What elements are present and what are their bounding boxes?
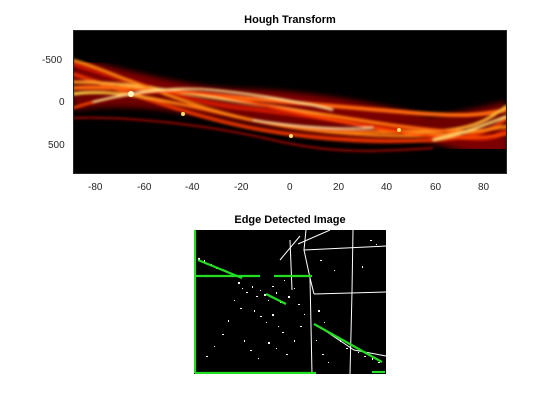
y-tick-label: -500: [42, 55, 63, 66]
x-tick-label: 0: [287, 182, 293, 193]
x-tick-label: -60: [137, 182, 152, 193]
x-tick-label: -80: [88, 182, 103, 193]
hough-accumulator: [73, 30, 507, 174]
x-tick-label: 60: [430, 182, 442, 193]
edge-title: Edge Detected Image: [234, 214, 346, 226]
x-tick-label: 20: [333, 182, 345, 193]
x-tick-label: -40: [185, 182, 200, 193]
x-tick-label: 80: [478, 182, 490, 193]
hough-title: Hough Transform: [244, 14, 336, 26]
x-tick-label: -20: [234, 182, 249, 193]
edge-detected-image: [194, 230, 386, 374]
y-tick-label: 500: [48, 140, 65, 151]
x-tick-label: 40: [381, 182, 393, 193]
y-tick-label: 0: [59, 97, 65, 108]
